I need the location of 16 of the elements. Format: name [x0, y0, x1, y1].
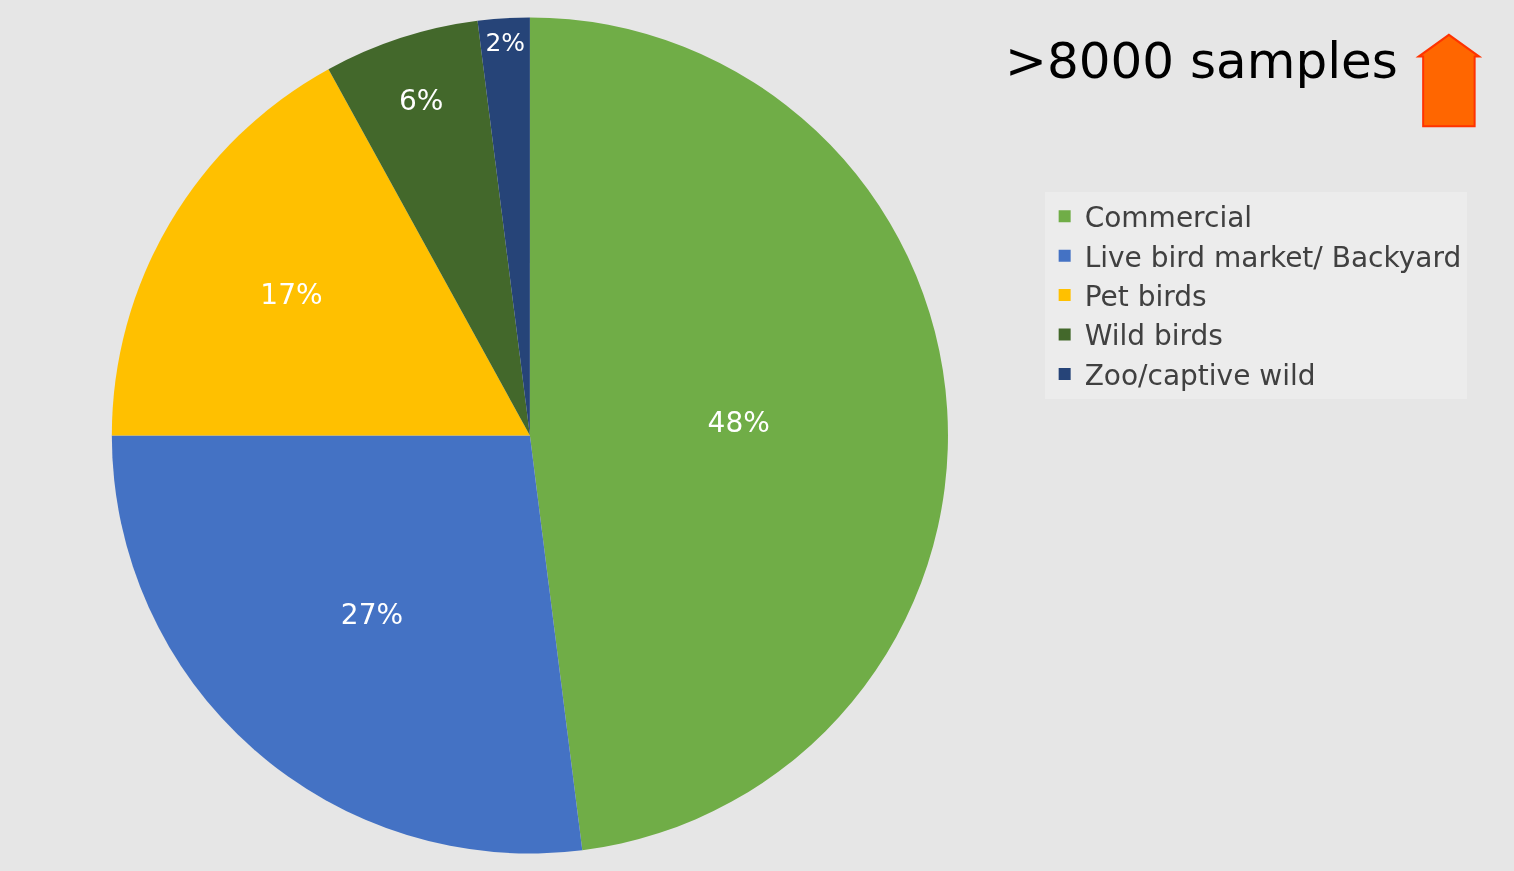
data-label: 27%: [340, 598, 404, 632]
legend-label: Zoo/captive wild: [1084, 358, 1316, 392]
data-label: 2%: [485, 28, 526, 58]
pie-slice: [111, 69, 530, 436]
data-label: 17%: [260, 277, 323, 311]
pie-slice: [111, 435, 583, 854]
legend-label: Wild birds: [1084, 319, 1223, 353]
data-label: 48%: [707, 405, 770, 439]
pie-slice: [328, 20, 530, 436]
chart-title: >8000 samples: [1005, 32, 1398, 90]
pie-slice: [529, 17, 948, 851]
data-label: 6%: [398, 84, 444, 118]
pie-slice: [477, 17, 530, 436]
legend-label: Live bird market/ Backyard: [1084, 240, 1462, 274]
legend-label: Commercial: [1084, 201, 1253, 235]
legend-label: Pet birds: [1084, 280, 1207, 314]
